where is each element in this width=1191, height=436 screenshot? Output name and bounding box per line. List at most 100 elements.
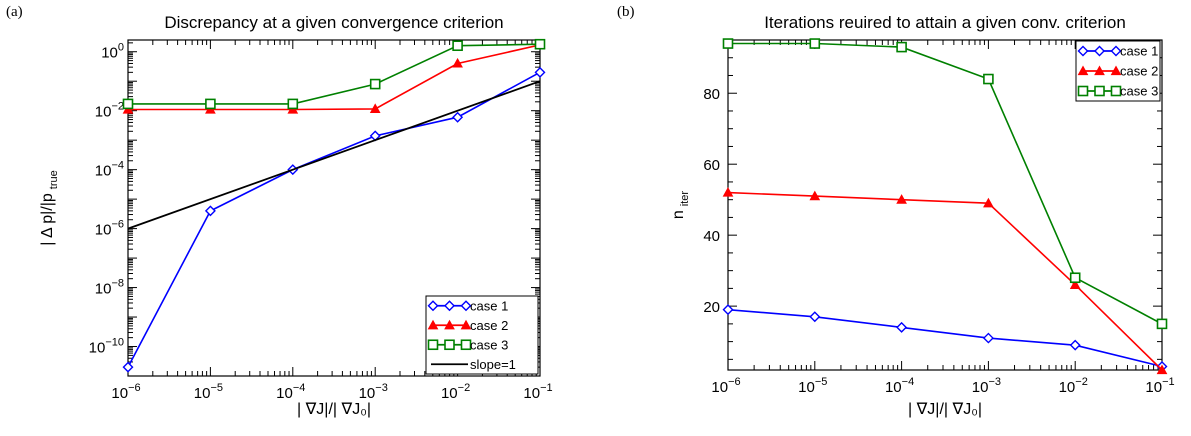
data-point xyxy=(534,66,546,78)
legend-marker xyxy=(427,339,439,351)
data-point xyxy=(722,304,734,316)
y-tick-label-exponent: −4 xyxy=(111,160,124,172)
series-group xyxy=(122,38,546,373)
y-tick-label: 100 xyxy=(101,42,124,62)
panel-label: (a) xyxy=(6,4,23,20)
legend-marker xyxy=(427,300,439,312)
data-point xyxy=(982,332,994,344)
chart-title: Discrepancy at a given convergence crite… xyxy=(164,13,503,32)
legend-marker xyxy=(1110,45,1122,57)
y-tick-label: 40 xyxy=(703,228,720,245)
legend-label: case 2 xyxy=(1120,64,1158,79)
legend-marker xyxy=(1077,85,1089,97)
data-point xyxy=(122,98,134,110)
data-point xyxy=(896,321,908,333)
x-tick-label-exponent: −2 xyxy=(458,382,471,394)
data-point xyxy=(452,40,463,52)
y-tick-label: 60 xyxy=(703,157,720,174)
y-axis: 20 40 60 80 xyxy=(703,39,1162,360)
series-line xyxy=(127,80,541,230)
data-point xyxy=(722,38,734,49)
data-point xyxy=(809,190,821,201)
x-tick-label: 10−3 xyxy=(359,382,388,402)
x-tick-label-exponent: −5 xyxy=(210,382,223,394)
data-point xyxy=(205,98,216,110)
legend-marker xyxy=(1094,85,1105,97)
y-tick-label-base: 10 xyxy=(95,163,112,180)
data-point xyxy=(983,73,994,85)
legend-marker xyxy=(1094,45,1105,57)
legend-marker xyxy=(1110,85,1122,97)
x-tick-label: 10−2 xyxy=(441,382,470,402)
data-point xyxy=(1156,364,1168,375)
data-point xyxy=(1069,279,1081,289)
data-point xyxy=(896,194,907,204)
y-tick-label: 10−10 xyxy=(89,337,124,357)
series-case-3 xyxy=(122,38,546,110)
x-tick-label-exponent: −6 xyxy=(128,382,141,394)
x-tick-label: 10−2 xyxy=(1059,376,1088,396)
y-axis-label: | Δ p|/|p true xyxy=(39,170,60,246)
plot-frame xyxy=(727,39,1163,371)
chart-iterations: (b) Iterations reuired to attain a given … xyxy=(617,4,1175,418)
panel-label: (b) xyxy=(617,4,635,20)
x-tick-label-base: 10 xyxy=(359,385,376,402)
x-tick-label: 10−6 xyxy=(711,376,740,396)
x-tick-label-exponent: −3 xyxy=(988,376,1001,388)
data-point xyxy=(896,41,907,53)
series-line xyxy=(127,71,541,368)
series-line xyxy=(727,308,1163,368)
x-tick-label-exponent: −4 xyxy=(902,376,915,388)
y-tick-label: 10−6 xyxy=(95,219,124,239)
y-tick-label-base: 10 xyxy=(101,45,118,62)
data-point xyxy=(722,187,734,197)
x-tick-label: 10−1 xyxy=(523,382,552,402)
x-tick-label-base: 10 xyxy=(523,385,540,402)
data-point xyxy=(122,361,134,373)
x-tick-label-exponent: −5 xyxy=(815,376,828,388)
y-tick-label: 20 xyxy=(703,299,720,316)
data-point xyxy=(1069,339,1081,351)
x-tick-label-base: 10 xyxy=(441,385,458,402)
x-tick-label-base: 10 xyxy=(798,379,815,396)
y-tick-label: 10−8 xyxy=(95,278,124,298)
x-tick-label-exponent: −6 xyxy=(728,376,741,388)
x-tick-label-base: 10 xyxy=(711,379,728,396)
series-slope-1 xyxy=(127,80,541,230)
x-axis-label: | ∇J|/| ∇J₀| xyxy=(297,401,371,418)
x-tick-label-base: 10 xyxy=(194,385,211,402)
series-line xyxy=(727,191,1163,371)
legend-label: case 3 xyxy=(470,337,508,352)
series-case-1 xyxy=(722,304,1168,372)
x-tick-label: 10−4 xyxy=(885,376,914,396)
x-tick-label-base: 10 xyxy=(885,379,902,396)
data-point xyxy=(369,103,381,113)
y-tick-label-exponent: −10 xyxy=(105,337,124,349)
x-tick-label-exponent: −1 xyxy=(540,382,553,394)
data-point xyxy=(452,111,464,123)
data-point xyxy=(369,78,381,90)
x-tick-label: 10−1 xyxy=(1145,376,1174,396)
legend-label: slope=1 xyxy=(470,357,516,372)
y-tick-label: 80 xyxy=(703,86,720,103)
legend-marker xyxy=(1110,65,1122,76)
legend-marker xyxy=(1077,45,1089,57)
x-tick-label: 10−4 xyxy=(276,382,305,402)
x-tick-label-base: 10 xyxy=(111,385,128,402)
series-case-2 xyxy=(722,187,1168,375)
series-group xyxy=(722,38,1168,375)
chart-title: Iterations reuired to attain a given con… xyxy=(764,13,1126,32)
legend-marker xyxy=(1094,65,1105,76)
y-tick-label-base: 10 xyxy=(89,340,106,357)
data-point xyxy=(1069,272,1081,284)
data-point xyxy=(1156,318,1168,330)
x-tick-label-base: 10 xyxy=(1059,379,1076,396)
y-tick-label: 10−4 xyxy=(95,160,124,180)
x-tick-label-exponent: −3 xyxy=(375,382,388,394)
y-tick-label-base: 10 xyxy=(95,104,112,121)
chart-discrepancy: (a) Discrepancy at a given convergence cr… xyxy=(6,4,553,418)
data-point xyxy=(287,98,299,110)
data-point xyxy=(809,38,821,49)
data-point xyxy=(809,311,821,323)
